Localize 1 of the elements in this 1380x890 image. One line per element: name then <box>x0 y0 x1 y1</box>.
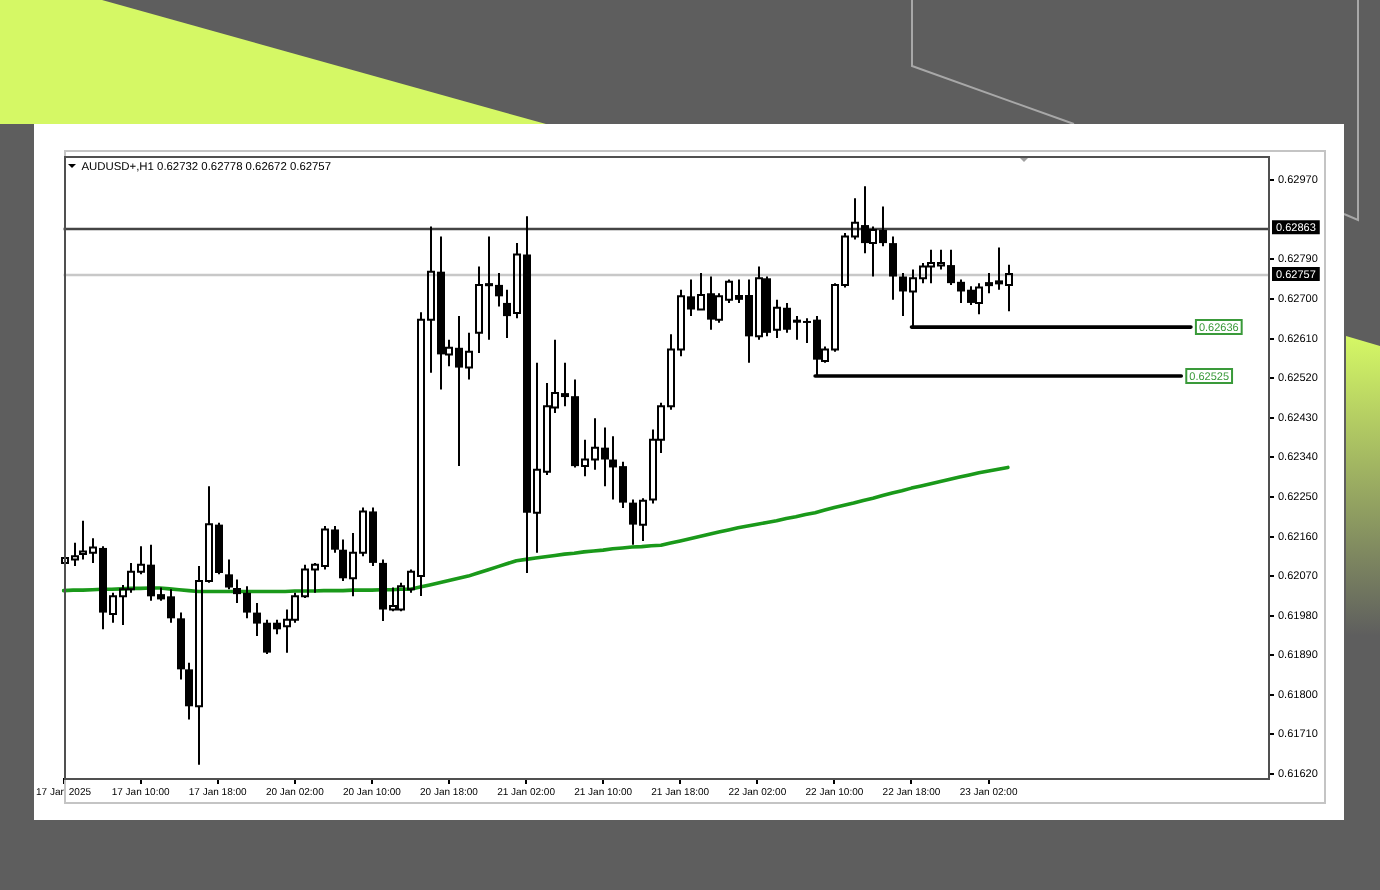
candlestick <box>889 235 897 301</box>
